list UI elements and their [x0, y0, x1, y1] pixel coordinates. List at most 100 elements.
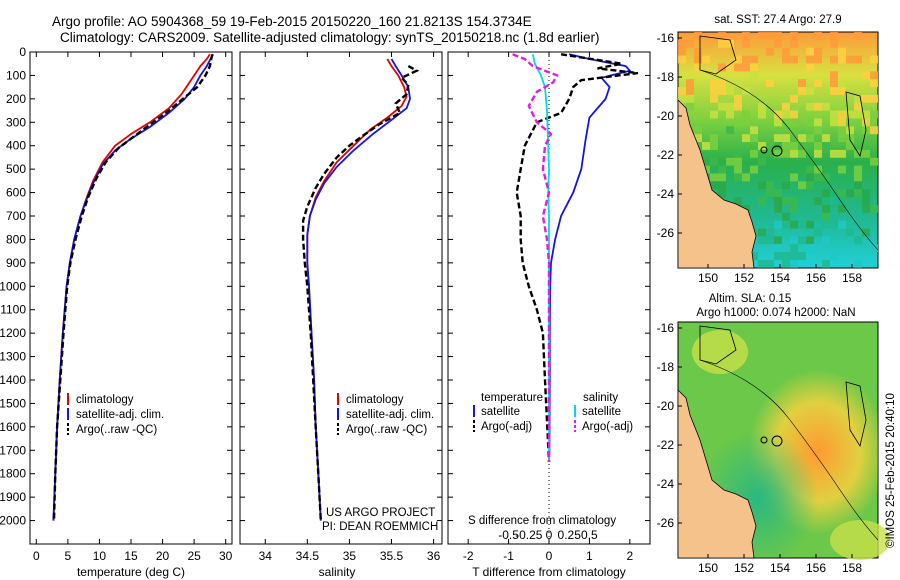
sst-pixel	[678, 47, 686, 56]
sst-pixel	[798, 87, 806, 95]
sst-pixel	[734, 157, 742, 166]
sst-reef	[845, 91, 867, 158]
sst-pixel	[718, 39, 726, 48]
sst-pixel	[790, 236, 798, 245]
sst-pixel	[710, 87, 718, 95]
sst-pixel	[750, 134, 758, 143]
sst-pixel	[718, 102, 726, 111]
x-tick-label: -2	[463, 549, 474, 563]
sst-pixel	[782, 142, 790, 150]
sst-pixel	[862, 197, 870, 205]
sst-pixel	[846, 228, 854, 237]
sst-pixel	[790, 142, 798, 150]
lat-tick-label: -22	[657, 438, 675, 452]
sst-pixel	[742, 32, 750, 40]
sst-pixel	[838, 126, 846, 135]
sst-pixel	[774, 118, 782, 127]
lon-tick-label: 152	[734, 561, 754, 575]
sla-reef	[845, 381, 867, 448]
sst-pixel	[854, 32, 862, 40]
sst-pixel	[814, 55, 822, 64]
x-tick-label: 5	[65, 549, 72, 563]
sst-pixel	[790, 55, 798, 64]
lat-tick-label: -26	[657, 516, 675, 530]
sst-pixel	[686, 87, 694, 95]
temperature-panel-frame	[29, 51, 233, 545]
sst-pixel	[830, 252, 838, 260]
sst-pixel	[774, 236, 782, 245]
sst-pixel	[854, 181, 862, 190]
sla-map	[677, 321, 890, 560]
lat-tick-label: -18	[657, 360, 675, 374]
salinity-legend: climatology satellite-adj. clim. Argo(..…	[337, 393, 434, 436]
depth-tick-label: 900	[6, 256, 26, 270]
sst-pixel	[870, 79, 878, 88]
sst-pixel	[750, 55, 758, 64]
sst-pixel	[854, 55, 862, 64]
x-tick-label: 36	[427, 549, 441, 563]
sst-pixel	[854, 236, 862, 245]
sst-pixel	[742, 39, 750, 48]
sst-pixel	[782, 134, 790, 143]
sst-pixel	[830, 149, 838, 158]
sst-pixel	[694, 134, 702, 143]
sst-pixel	[814, 79, 822, 88]
sla-contour	[699, 325, 737, 365]
sst-pixel	[790, 244, 798, 253]
sst-pixel	[686, 79, 694, 88]
depth-tick-label: 1000	[0, 279, 26, 293]
x-tick-label: 0	[546, 549, 553, 563]
depth-tick-label: 1300	[0, 350, 26, 364]
sst-pixel	[838, 204, 846, 213]
sst-pixel	[766, 79, 774, 88]
depth-tick-label: 1200	[0, 326, 26, 340]
sst-pixel	[830, 220, 838, 229]
sst-pixel	[734, 79, 742, 88]
s-diff-axis: -0.5-0.25 0 0.25 0.5	[498, 528, 598, 542]
x-tick-label: 0	[33, 549, 40, 563]
sst-pixel	[798, 149, 806, 158]
sst-pixel	[702, 142, 710, 150]
series-line-t-argo-adj	[515, 53, 639, 463]
sst-pixel	[822, 212, 830, 221]
sst-pixel	[782, 220, 790, 229]
s-diff-tick-label: 0	[546, 528, 553, 542]
sst-pixel	[742, 55, 750, 64]
sst-map	[677, 31, 879, 269]
sst-pixel	[758, 181, 766, 190]
sst-pixel	[726, 79, 734, 88]
sst-pixel	[854, 110, 862, 119]
sst-pixel	[822, 102, 830, 111]
sla-land	[677, 389, 757, 559]
sst-pixel	[694, 32, 702, 40]
sst-pixel	[862, 118, 870, 127]
s-diff-axis-label: S difference from climatology	[468, 515, 616, 527]
lat-tick-label: -24	[657, 477, 675, 491]
sst-pixel	[774, 220, 782, 229]
salinity-axis-label: salinity	[319, 565, 356, 579]
sst-pixel	[766, 32, 774, 40]
sst-pixel	[774, 149, 782, 158]
depth-tick-label: 1600	[0, 420, 26, 434]
lat-tick-label: -20	[657, 109, 675, 123]
sst-pixel	[750, 126, 758, 135]
sst-pixel	[870, 126, 878, 135]
sst-pixel	[790, 220, 798, 229]
sst-pixel	[814, 32, 822, 40]
sst-map-title: sat. SST: 27.4 Argo: 27.9	[714, 14, 841, 26]
sst-pixel	[830, 197, 838, 205]
sla-blob	[830, 520, 890, 560]
sst-pixel	[806, 102, 814, 111]
legend-label-s-argo: Argo(-adj)	[582, 421, 633, 433]
sst-contour	[699, 35, 737, 75]
sst-pixel	[766, 189, 774, 198]
sst-pixel	[790, 259, 798, 268]
sst-pixel	[838, 55, 846, 64]
sst-pixel	[862, 204, 870, 213]
sst-pixel	[854, 102, 862, 111]
legend-label-argo: Argo(..raw -QC)	[346, 424, 427, 436]
sst-pixel	[774, 32, 782, 40]
x-tick-label: 1	[586, 549, 593, 563]
sst-pixel	[854, 173, 862, 182]
x-tick-label: 35.5	[380, 549, 404, 563]
